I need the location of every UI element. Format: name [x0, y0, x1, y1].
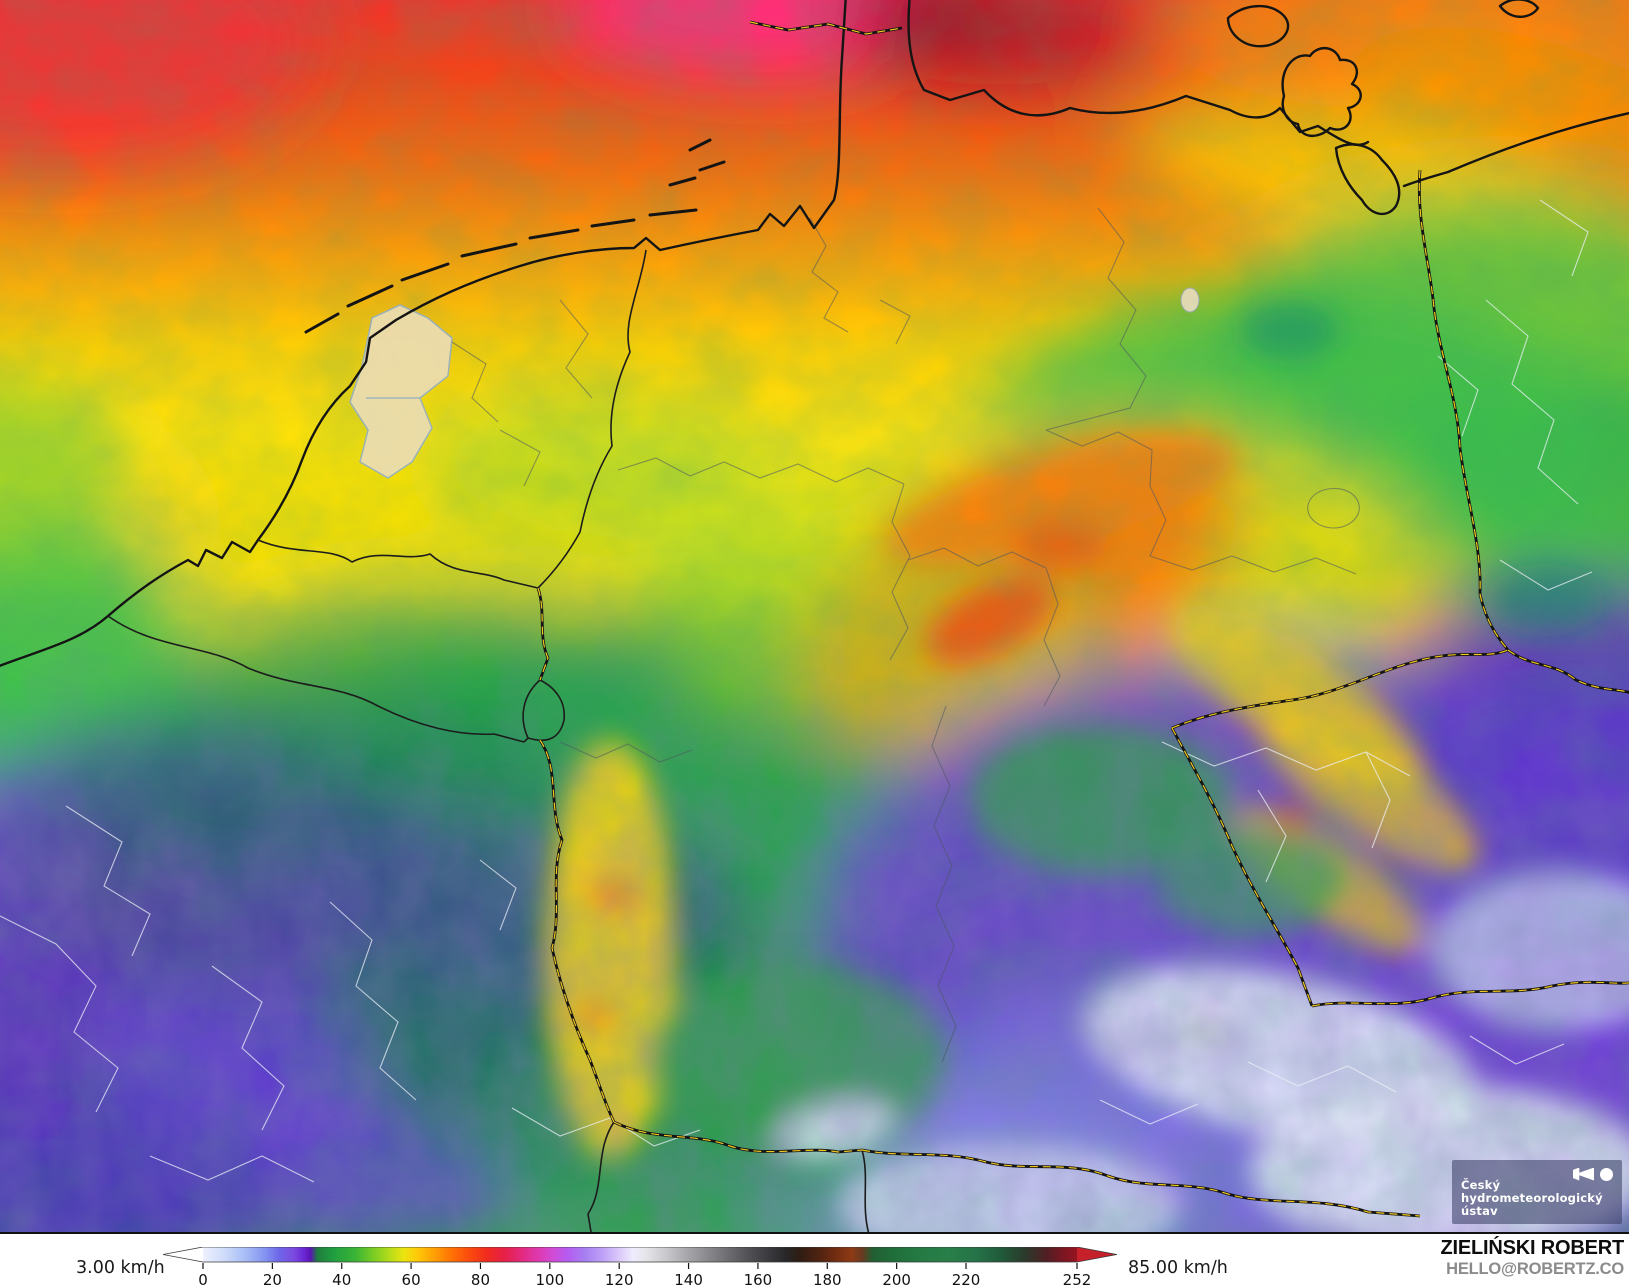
- colorbar-tick-label: 20: [263, 1271, 282, 1287]
- wind-speed-map-canvas: [0, 0, 1629, 1232]
- legend-max-label: 85.00 km/h: [1128, 1258, 1228, 1278]
- colorbar-tick-label: 100: [536, 1271, 565, 1287]
- country-borders: [107, 249, 870, 1232]
- colorbar-tick-label: 220: [952, 1271, 981, 1287]
- colorbar-tick-label: 80: [471, 1271, 490, 1287]
- legend-min-label: 3.00 km/h: [76, 1258, 165, 1278]
- chmi-badge-line3: ústav: [1461, 1203, 1498, 1218]
- chmi-badge-line2: hydrometeorologický: [1461, 1190, 1603, 1205]
- colorbar-ticks: 0 20 40 60 80 100 120 140 160 180 200 220 252: [198, 1263, 1091, 1287]
- colorbar-tick-label: 60: [402, 1271, 421, 1287]
- state-borders-north: [451, 207, 1360, 1063]
- lakes: [349, 287, 1200, 479]
- coastlines: [0, 0, 1629, 668]
- attribution: ZIELIŃSKI ROBERT HELLO@ROBERTZ.CO: [1440, 1237, 1625, 1279]
- colorbar-tick-label: 160: [744, 1271, 773, 1287]
- colorbar-tick-label: 40: [332, 1271, 351, 1287]
- legend-footer: 3.00 km/h 0 20 40 60 80 100 120 140 160 180 200 220…: [0, 1234, 1629, 1287]
- state-borders-south: [0, 199, 1593, 1183]
- chmi-badge-line1: Český: [1461, 1177, 1501, 1192]
- lake-mueritz: [1180, 287, 1200, 313]
- chmi-logo-badge: Český hydrometeorologický ústav: [1452, 1160, 1622, 1224]
- colorbar: 0 20 40 60 80 100 120 140 160 180 200 220 252: [163, 1247, 1117, 1287]
- wind-speed-field: [0, 0, 1629, 1232]
- colorbar-tick-label: 252: [1063, 1271, 1092, 1287]
- colorbar-tick-label: 0: [198, 1271, 208, 1287]
- colorbar-tick-label: 120: [605, 1271, 634, 1287]
- colorbar-tick-label: 140: [674, 1271, 703, 1287]
- chmi-circle-icon: [1600, 1167, 1613, 1181]
- attribution-email: HELLO@ROBERTZ.CO: [1446, 1260, 1624, 1278]
- chmi-logo-icon: [1573, 1167, 1613, 1181]
- colorbar-bar: [163, 1247, 1117, 1263]
- highlighted-borders: [536, 20, 1629, 1218]
- attribution-name: ZIELIŃSKI ROBERT: [1440, 1237, 1625, 1259]
- lake-ijsselmeer: [349, 304, 453, 479]
- wadden-islands: [304, 138, 726, 334]
- colorbar-tick-label: 180: [813, 1271, 842, 1287]
- chmi-camera-icon: [1573, 1167, 1594, 1181]
- colorbar-tick-label: 200: [882, 1271, 911, 1287]
- map-area: Český hydrometeorologický ústav: [0, 0, 1629, 1234]
